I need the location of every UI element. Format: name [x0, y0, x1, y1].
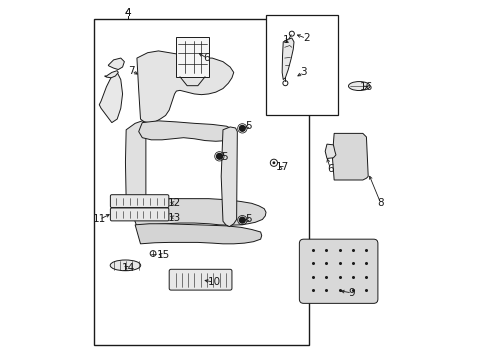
Circle shape [216, 153, 222, 159]
Text: 6: 6 [203, 53, 210, 63]
Text: 12: 12 [167, 198, 181, 208]
Polygon shape [137, 51, 233, 123]
Polygon shape [128, 199, 265, 226]
Text: 8: 8 [377, 198, 383, 208]
Text: 10: 10 [207, 277, 220, 287]
FancyBboxPatch shape [110, 208, 168, 221]
FancyBboxPatch shape [110, 195, 168, 208]
Polygon shape [125, 121, 145, 203]
Text: 3: 3 [300, 67, 306, 77]
Text: 6: 6 [326, 164, 333, 174]
Text: 4: 4 [124, 8, 131, 18]
Polygon shape [282, 38, 293, 80]
Polygon shape [108, 58, 124, 69]
Bar [176, 37, 208, 77]
Polygon shape [99, 72, 122, 123]
Polygon shape [104, 71, 118, 78]
Text: 13: 13 [167, 213, 181, 222]
Text: 7: 7 [128, 66, 135, 76]
Text: 9: 9 [348, 288, 355, 298]
Circle shape [239, 126, 244, 131]
Text: 15: 15 [157, 250, 170, 260]
Circle shape [239, 217, 244, 223]
Ellipse shape [348, 82, 369, 90]
Polygon shape [221, 127, 237, 226]
Polygon shape [325, 144, 335, 158]
Text: 16: 16 [359, 82, 372, 92]
Text: 17: 17 [275, 162, 288, 172]
Polygon shape [139, 121, 235, 141]
Text: 5: 5 [244, 215, 251, 224]
Polygon shape [135, 224, 261, 244]
Bar [94, 19, 308, 345]
Polygon shape [332, 134, 367, 180]
Bar [265, 15, 337, 116]
Text: 11: 11 [92, 215, 106, 224]
Text: 4: 4 [124, 8, 131, 18]
FancyBboxPatch shape [169, 269, 231, 290]
Text: 1: 1 [282, 35, 288, 45]
Text: 2: 2 [302, 33, 309, 43]
FancyBboxPatch shape [299, 239, 377, 303]
Ellipse shape [110, 260, 141, 271]
Text: 14: 14 [121, 263, 134, 273]
Text: 5: 5 [244, 121, 251, 131]
Circle shape [272, 161, 275, 164]
Text: 5: 5 [221, 152, 227, 162]
